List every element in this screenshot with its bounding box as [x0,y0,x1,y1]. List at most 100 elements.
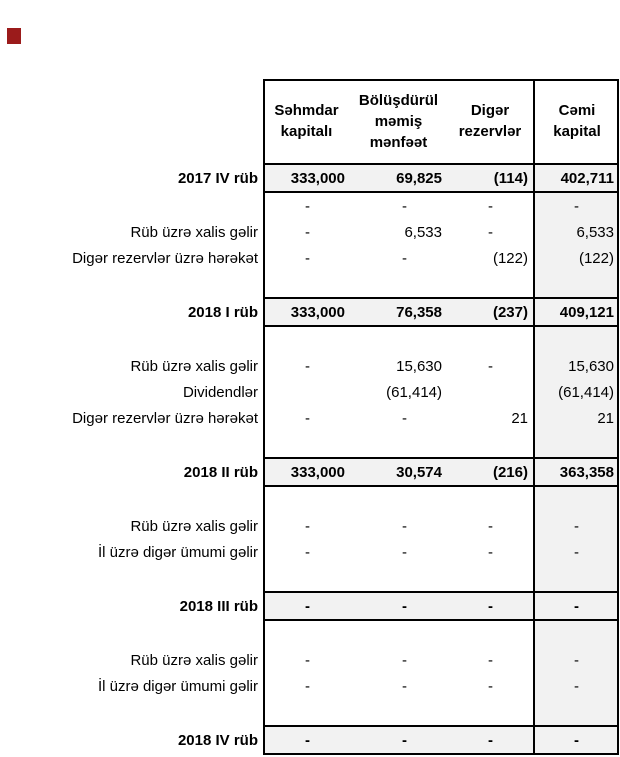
value-cell-other-reserves: (216) [447,457,533,487]
value-cell-other-reserves: - [488,677,493,695]
column-header-retained-earnings: Bölüşdürül məmiş mənfəət [350,79,447,163]
value-cell-other-reserves: (237) [447,297,533,327]
equity-statement-table: Səhmdar kapitalı Bölüşdürül məmiş mənfəə… [0,79,619,755]
value-cell-total-capital: (61,414) [533,379,619,405]
value-cell-retained-earnings [350,271,447,297]
value-cell-retained-earnings: - [402,249,407,267]
value-cell-retained-earnings: 30,574 [350,457,447,487]
value-cell-retained-earnings: 15,630 [396,357,442,375]
row-label: Rüb üzrə xalis gəlir [0,513,263,539]
row-label: 2018 III rüb [0,591,263,621]
value-cell-share-capital: - [305,197,310,215]
row-label [0,565,263,591]
row-label [0,699,263,725]
value-cell-other-reserves [447,379,533,405]
value-cell-retained-earnings: 69,825 [350,163,447,193]
value-cell-share-capital: - [305,543,310,561]
row-label: 2018 I rüb [0,297,263,327]
value-cell-share-capital: - [305,677,310,695]
row-label: 2018 II rüb [0,457,263,487]
value-cell-retained-earnings [350,431,447,457]
row-label [0,193,263,219]
value-cell-share-capital: 333,000 [263,297,350,327]
row-label [0,271,263,297]
value-cell-other-reserves: - [488,223,493,241]
value-cell-total-capital: - [533,193,619,219]
value-cell-total-capital [533,565,619,591]
row-label: İl üzrə digər ümumi gəlir [0,673,263,699]
row-label: 2018 IV rüb [0,725,263,755]
value-cell-retained-earnings [350,621,447,647]
value-cell-total-capital: - [533,647,619,673]
value-cell-total-capital [533,271,619,297]
value-cell-retained-earnings: - [402,651,407,669]
row-label: 2017 IV rüb [0,163,263,193]
value-cell-total-capital: - [533,673,619,699]
value-cell-retained-earnings: - [402,517,407,535]
value-cell-retained-earnings [350,565,447,591]
value-cell-share-capital: 333,000 [263,163,350,193]
row-label: Rüb üzrə xalis gəlir [0,647,263,673]
value-cell-total-capital: 15,630 [533,353,619,379]
value-cell-other-reserves: - [488,197,493,215]
value-cell-total-capital [533,327,619,353]
value-cell-other-reserves [447,621,533,647]
value-cell-share-capital: 333,000 [263,457,350,487]
value-cell-retained-earnings: - [350,725,447,755]
value-cell-retained-earnings: - [402,197,407,215]
value-cell-other-reserves [447,431,533,457]
value-cell-total-capital: 409,121 [533,297,619,327]
value-cell-other-reserves: - [488,543,493,561]
value-cell-total-capital: - [533,539,619,565]
value-cell-share-capital [263,379,350,405]
value-cell-total-capital: - [533,513,619,539]
header-spacer [0,79,263,163]
value-cell-other-reserves: - [447,591,533,621]
value-cell-share-capital [263,271,350,297]
value-cell-other-reserves: - [447,725,533,755]
row-label [0,431,263,457]
value-cell-other-reserves [447,565,533,591]
value-cell-other-reserves: - [488,651,493,669]
value-cell-total-capital: 402,711 [533,163,619,193]
value-cell-retained-earnings: 76,358 [350,297,447,327]
value-cell-share-capital: - [305,517,310,535]
value-cell-retained-earnings: 6,533 [404,223,442,241]
value-cell-retained-earnings: - [402,543,407,561]
value-cell-retained-earnings: - [402,677,407,695]
value-cell-other-reserves [447,271,533,297]
row-label: Rüb üzrə xalis gəlir [0,219,263,245]
value-cell-other-reserves: - [488,357,493,375]
value-cell-other-reserves: (122) [492,249,528,267]
value-cell-total-capital [533,431,619,457]
value-cell-total-capital [533,621,619,647]
value-cell-retained-earnings [350,699,447,725]
row-label [0,327,263,353]
value-cell-total-capital [533,487,619,513]
value-cell-other-reserves [447,327,533,353]
value-cell-total-capital: 21 [533,405,619,431]
row-label: Digər rezervlər üzrə hərəkət [0,245,263,271]
value-cell-other-reserves: (114) [447,163,533,193]
row-label: Digər rezervlər üzrə hərəkət [0,405,263,431]
value-cell-other-reserves: - [488,517,493,535]
value-cell-retained-earnings [350,327,447,353]
value-cell-total-capital: - [533,725,619,755]
value-cell-share-capital [263,699,350,725]
row-label [0,621,263,647]
value-cell-retained-earnings: (61,414) [386,383,442,401]
value-cell-retained-earnings: - [402,409,407,427]
column-header-share-capital: Səhmdar kapitalı [263,79,350,163]
value-cell-share-capital: - [305,223,310,241]
value-cell-other-reserves: 21 [511,409,528,427]
row-label [0,487,263,513]
value-cell-total-capital: 363,358 [533,457,619,487]
value-cell-share-capital: - [305,651,310,669]
value-cell-retained-earnings: - [350,591,447,621]
value-cell-retained-earnings [350,487,447,513]
row-label: Rüb üzrə xalis gəlir [0,353,263,379]
value-cell-share-capital [263,565,350,591]
value-cell-share-capital [263,431,350,457]
value-cell-share-capital: - [305,409,310,427]
value-cell-total-capital: 6,533 [533,219,619,245]
